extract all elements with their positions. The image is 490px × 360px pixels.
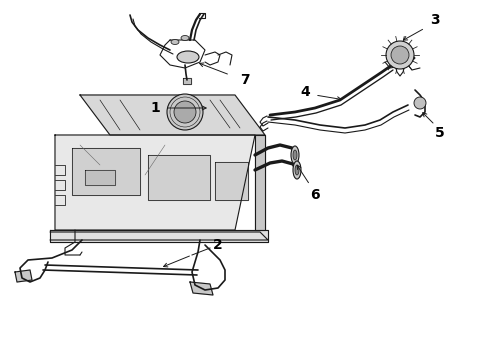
Ellipse shape <box>293 161 301 179</box>
Ellipse shape <box>295 165 299 175</box>
Polygon shape <box>190 282 213 295</box>
Text: 6: 6 <box>310 188 320 202</box>
Ellipse shape <box>181 36 189 41</box>
Text: 2: 2 <box>213 238 223 252</box>
Polygon shape <box>255 135 265 230</box>
Polygon shape <box>148 155 210 200</box>
Ellipse shape <box>171 40 179 45</box>
Ellipse shape <box>291 146 299 164</box>
Ellipse shape <box>177 51 199 63</box>
Text: 1: 1 <box>150 101 160 115</box>
Text: 4: 4 <box>300 85 310 99</box>
Circle shape <box>391 46 409 64</box>
Ellipse shape <box>293 150 297 160</box>
Polygon shape <box>215 162 248 200</box>
Polygon shape <box>15 270 32 282</box>
Text: 7: 7 <box>240 73 250 87</box>
Circle shape <box>174 101 196 123</box>
Text: 3: 3 <box>430 13 440 27</box>
Circle shape <box>414 97 426 109</box>
Polygon shape <box>183 78 191 84</box>
Text: 5: 5 <box>435 126 445 140</box>
Polygon shape <box>55 135 255 230</box>
Polygon shape <box>80 95 265 135</box>
Circle shape <box>167 94 203 130</box>
Circle shape <box>386 41 414 69</box>
Polygon shape <box>85 170 115 185</box>
Polygon shape <box>72 148 140 195</box>
Polygon shape <box>50 230 268 242</box>
